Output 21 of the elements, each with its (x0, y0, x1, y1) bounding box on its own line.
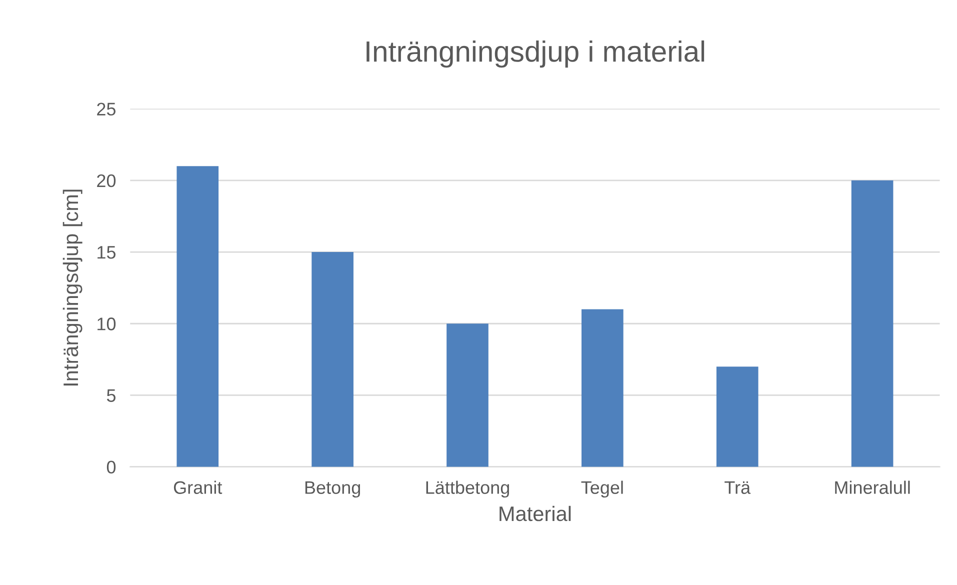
x-tick-label: Lättbetong (426, 480, 510, 498)
x-tick-label: Granit (174, 480, 222, 494)
y-tick-label: 5 (106, 389, 116, 402)
bar (851, 180, 894, 467)
y-axis-title: Inträngningsdjup [cm] (62, 190, 82, 386)
x-tick-label: Betong (305, 481, 360, 498)
y-tick-label: 25 (97, 102, 116, 116)
bar (446, 324, 488, 467)
x-tick-label: Tegel (581, 480, 623, 498)
chart-title: Inträngningsdjup i material (366, 40, 704, 68)
x-tick-label: Trä (724, 481, 751, 494)
bar (582, 309, 624, 467)
y-tick-label: 10 (98, 318, 116, 330)
y-tick-label: 15 (98, 246, 116, 259)
y-tick-label: 20 (97, 174, 116, 188)
x-tick-label: Mineralull (835, 480, 910, 494)
bar (716, 366, 758, 467)
y-tick-label: 0 (106, 460, 116, 474)
bar (176, 166, 219, 467)
bar (312, 252, 354, 467)
x-axis-title: Material (500, 506, 571, 522)
